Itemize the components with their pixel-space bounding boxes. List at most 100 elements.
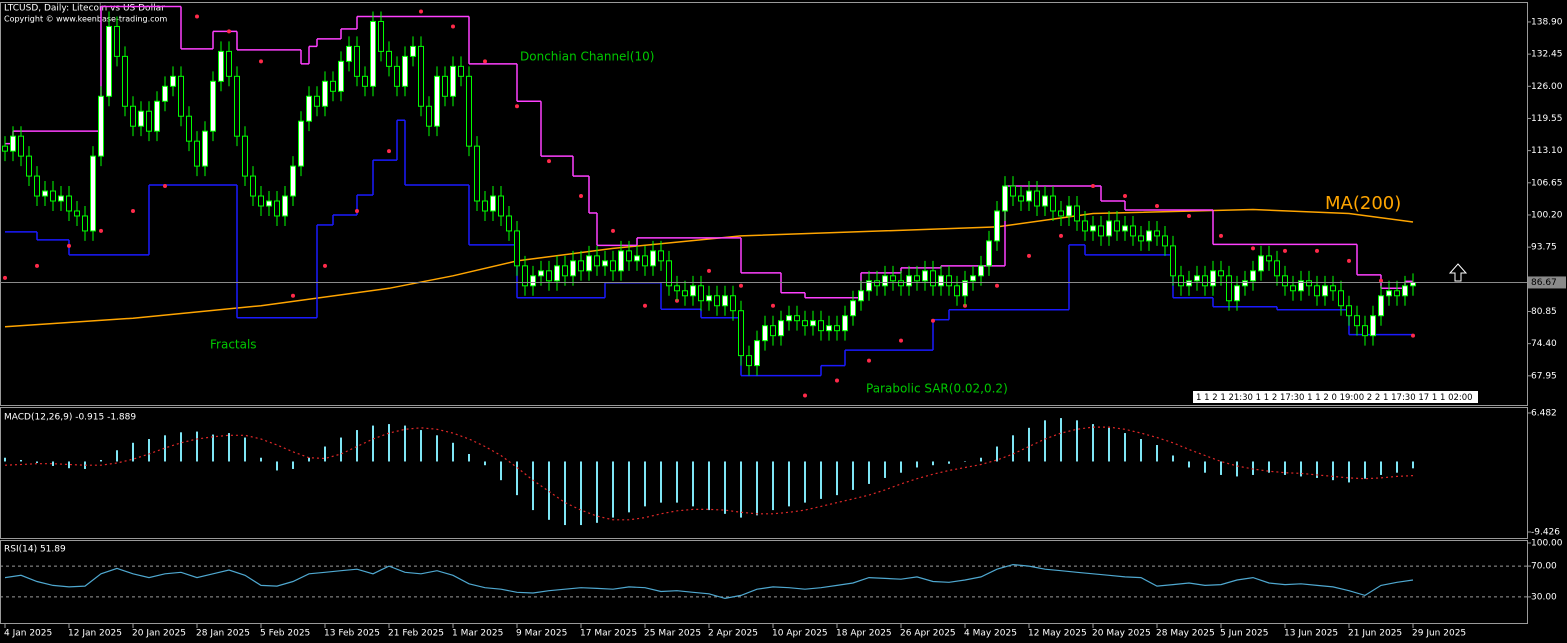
candle-body (674, 285, 680, 292)
histogram-bar (772, 461, 774, 511)
histogram-bar (1380, 461, 1382, 475)
candle-body (50, 190, 56, 202)
candle-body (698, 285, 704, 302)
candle-body (1346, 305, 1352, 317)
candle-body (1250, 270, 1256, 282)
histogram-bar (948, 461, 950, 464)
candle-body (1130, 225, 1136, 237)
sar-dot (67, 243, 71, 248)
sar-dot (1283, 248, 1287, 253)
candle-body (1218, 270, 1224, 277)
annotation: Donchian Channel(10) (520, 50, 654, 64)
candle-body (794, 315, 800, 322)
up-arrow-icon (1448, 263, 1468, 282)
histogram-bar (996, 446, 998, 462)
candle-body (1290, 285, 1296, 292)
candle-body (354, 45, 360, 77)
histogram-bar (1044, 420, 1046, 462)
candle-body (1266, 255, 1272, 262)
sar-dot (1251, 246, 1255, 251)
histogram-bar (1012, 435, 1014, 462)
candle-body (1074, 205, 1080, 222)
candle-body (10, 135, 16, 152)
histogram-bar (1316, 461, 1318, 478)
sar-dot (515, 104, 519, 109)
candle-body (954, 285, 960, 297)
candle-body (346, 45, 352, 62)
candle-body (34, 175, 40, 197)
histogram-bar (292, 461, 294, 469)
candle-body (714, 295, 720, 307)
x-tick-label: 18 Apr 2025 (836, 629, 892, 639)
histogram-bar (404, 425, 406, 462)
sar-dot (707, 268, 711, 273)
histogram-bar (580, 461, 582, 526)
x-tick-label: 4 Jan 2025 (4, 629, 52, 639)
candle-body (898, 280, 904, 287)
histogram-bar (1188, 461, 1190, 468)
candle-body (634, 255, 640, 262)
x-tick-label: 21 Feb 2025 (388, 629, 444, 639)
sar-dot (1411, 333, 1415, 338)
histogram-bar (676, 461, 678, 503)
copyright: Copyright © www.keenbase-trading.com (4, 15, 167, 24)
candle-body (882, 275, 888, 287)
candle-body (402, 55, 408, 87)
candle-body (1410, 281, 1416, 287)
histogram-bar (820, 461, 822, 499)
histogram-bar (644, 461, 646, 507)
candle-body (330, 80, 336, 92)
candle-body (306, 95, 312, 122)
sar-dot (483, 59, 487, 64)
candle-body (1298, 280, 1304, 292)
candle-body (394, 65, 400, 87)
candle-body (1034, 190, 1040, 207)
candle-body (978, 265, 984, 277)
candle-body (914, 275, 920, 282)
sar-dot (643, 303, 647, 308)
candle-body (930, 270, 936, 287)
sar-dot (579, 194, 583, 199)
histogram-bar (1172, 455, 1174, 462)
candle-body (298, 120, 304, 167)
candle-body (1378, 295, 1384, 317)
candle-body (562, 265, 568, 277)
candle-body (626, 250, 632, 262)
histogram-bar (1364, 461, 1366, 479)
histogram-bar (756, 461, 758, 516)
candle-body (1314, 285, 1320, 297)
annotation: Fractals (210, 338, 257, 352)
candle-body (834, 325, 840, 332)
histogram-bar (1236, 461, 1238, 477)
candle-body (738, 310, 744, 357)
sar-dot (163, 184, 167, 189)
histogram-bar (1092, 424, 1094, 462)
x-tick-label: 2 Apr 2025 (708, 629, 758, 639)
candle-body (98, 95, 104, 157)
candle-body (274, 200, 280, 217)
candle-body (466, 75, 472, 147)
histogram-bar (1268, 461, 1270, 473)
histogram-bar (356, 430, 358, 462)
candle-body (1178, 275, 1184, 287)
histogram-bar (132, 442, 134, 462)
x-tick-label: 1 Mar 2025 (452, 629, 503, 639)
candle-body (162, 85, 168, 102)
series-label: MA(200) (1325, 193, 1401, 214)
candle-body (362, 75, 368, 87)
candle-body (1090, 225, 1096, 232)
candle-body (42, 190, 48, 197)
candle-body (1146, 230, 1152, 242)
candle-body (530, 275, 536, 287)
candle-body (426, 105, 432, 127)
histogram-bar (164, 435, 166, 462)
candle-body (1322, 285, 1328, 297)
candle-body (82, 215, 88, 232)
histogram-bar (980, 457, 982, 462)
candle-body (450, 65, 456, 97)
session-strip (1193, 391, 1478, 403)
histogram-bar (612, 461, 614, 518)
candle-body (1010, 185, 1016, 197)
annotation: Parabolic SAR(0.02,0.2) (866, 382, 1008, 396)
sar-dot (1059, 233, 1063, 238)
